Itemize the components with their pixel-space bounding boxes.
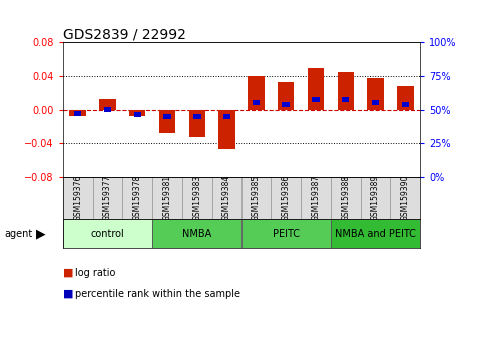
Bar bbox=[133, 112, 141, 118]
Bar bbox=[63, 177, 93, 219]
Bar bbox=[212, 177, 242, 219]
Bar bbox=[278, 82, 294, 109]
Text: GSM159378: GSM159378 bbox=[133, 175, 142, 221]
Text: control: control bbox=[91, 229, 124, 239]
Text: NMBA: NMBA bbox=[182, 229, 212, 239]
Text: GSM159381: GSM159381 bbox=[163, 175, 171, 221]
Bar bbox=[372, 100, 379, 105]
Text: NMBA and PEITC: NMBA and PEITC bbox=[335, 229, 416, 239]
Bar bbox=[253, 100, 260, 105]
Text: GSM159387: GSM159387 bbox=[312, 175, 320, 221]
Bar bbox=[248, 76, 265, 109]
Bar bbox=[342, 97, 350, 102]
Bar bbox=[104, 107, 111, 112]
Bar bbox=[301, 177, 331, 219]
Text: GSM159377: GSM159377 bbox=[103, 175, 112, 221]
Bar bbox=[122, 177, 152, 219]
Bar bbox=[331, 177, 361, 219]
Bar bbox=[163, 114, 171, 119]
Bar bbox=[331, 219, 420, 248]
Text: agent: agent bbox=[5, 229, 33, 239]
Bar bbox=[223, 114, 230, 119]
Bar bbox=[74, 111, 82, 116]
Text: percentile rank within the sample: percentile rank within the sample bbox=[75, 289, 240, 299]
Bar bbox=[159, 109, 175, 133]
Bar bbox=[308, 68, 324, 109]
Bar bbox=[271, 177, 301, 219]
Bar bbox=[338, 72, 354, 109]
Bar bbox=[152, 177, 182, 219]
Text: ■: ■ bbox=[63, 268, 73, 278]
Text: ■: ■ bbox=[63, 289, 73, 299]
Bar bbox=[99, 99, 115, 109]
Bar bbox=[397, 86, 413, 109]
Text: GSM159390: GSM159390 bbox=[401, 175, 410, 221]
Bar bbox=[189, 109, 205, 137]
Text: GSM159386: GSM159386 bbox=[282, 175, 291, 221]
Bar bbox=[93, 177, 122, 219]
Bar bbox=[368, 78, 384, 109]
Text: GSM159376: GSM159376 bbox=[73, 175, 82, 221]
Text: GSM159383: GSM159383 bbox=[192, 175, 201, 221]
Bar bbox=[390, 177, 420, 219]
Text: GDS2839 / 22992: GDS2839 / 22992 bbox=[63, 27, 185, 41]
Bar bbox=[70, 109, 86, 116]
Bar bbox=[63, 219, 152, 248]
Text: GSM159384: GSM159384 bbox=[222, 175, 231, 221]
Bar bbox=[312, 97, 320, 102]
Bar bbox=[283, 102, 290, 107]
Bar bbox=[242, 219, 331, 248]
Text: GSM159385: GSM159385 bbox=[252, 175, 261, 221]
Text: PEITC: PEITC bbox=[273, 229, 299, 239]
Bar bbox=[361, 177, 390, 219]
Bar bbox=[193, 114, 200, 119]
Bar bbox=[152, 219, 242, 248]
Text: GSM159388: GSM159388 bbox=[341, 175, 350, 221]
Text: GSM159389: GSM159389 bbox=[371, 175, 380, 221]
Text: log ratio: log ratio bbox=[75, 268, 115, 278]
Bar bbox=[401, 102, 409, 107]
Bar bbox=[242, 177, 271, 219]
Bar bbox=[218, 109, 235, 149]
Bar bbox=[182, 177, 212, 219]
Text: ▶: ▶ bbox=[36, 227, 46, 240]
Bar bbox=[129, 109, 145, 116]
